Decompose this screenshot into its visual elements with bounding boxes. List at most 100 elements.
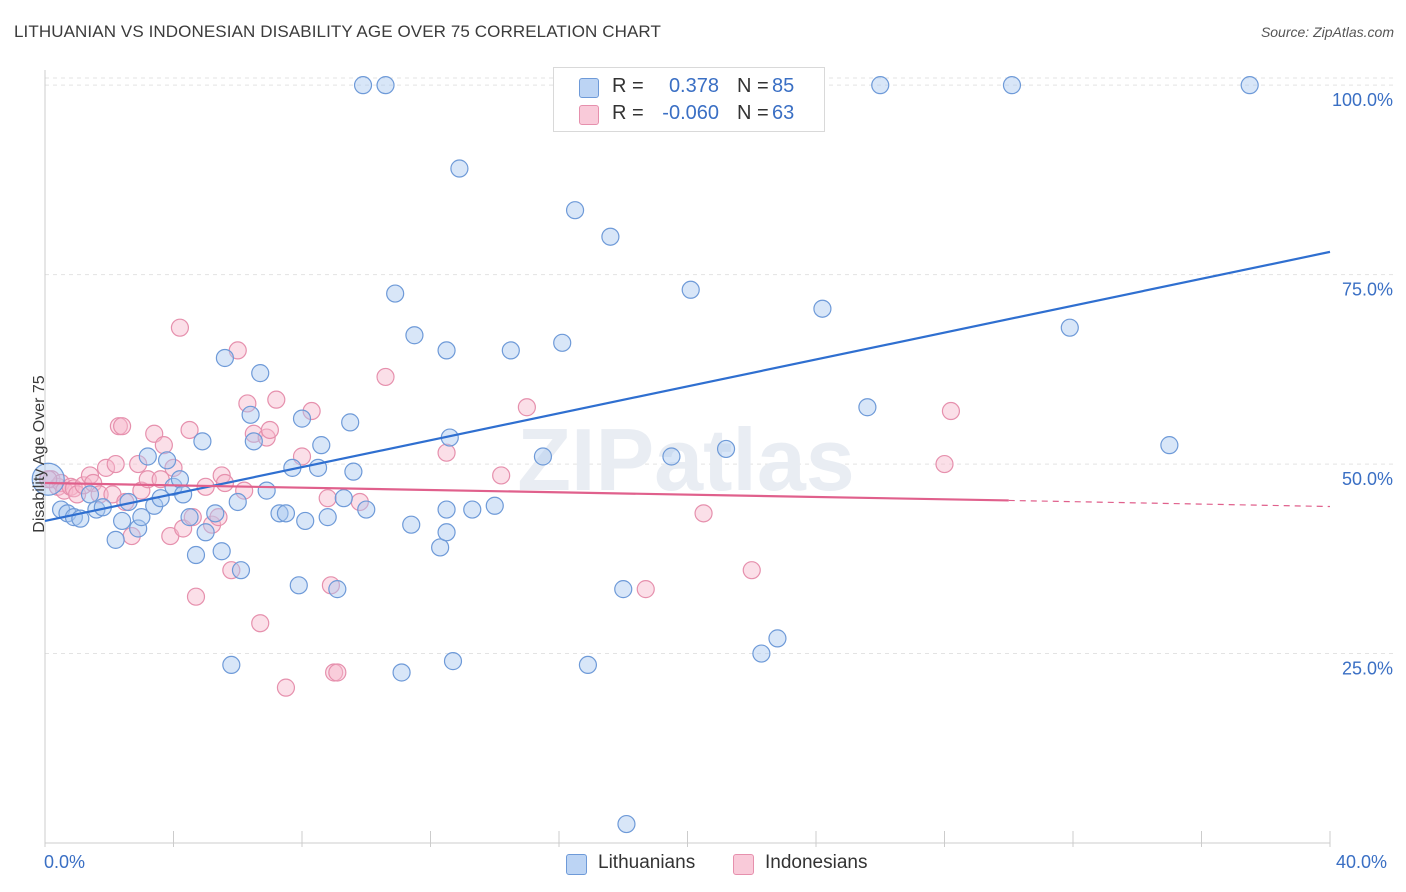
axes (44, 70, 1331, 847)
lithuanians-point (196, 523, 215, 542)
lithuanians-point (463, 500, 482, 519)
lithuanians-point (437, 341, 456, 360)
indonesians-point (302, 401, 321, 421)
lithuanians-point (578, 655, 598, 675)
indonesians-point (935, 454, 954, 474)
legend-row-indonesians: R = -0.060 N = 63 (554, 101, 824, 127)
lithuanians-point (341, 413, 360, 432)
lithuanians-point (251, 364, 270, 383)
legend-n-label: N = (737, 75, 769, 97)
indonesians-point (267, 390, 286, 409)
lithuanians-point (376, 76, 395, 95)
indonesians-point (742, 561, 761, 580)
lithuanians-point (405, 326, 424, 345)
y-axis-label: Disability Age Over 75 (31, 375, 48, 533)
lithuanians-point (768, 629, 787, 648)
lithuanians-point (871, 76, 890, 95)
lithuanians-point (212, 542, 231, 561)
lithuanians-point (533, 447, 553, 466)
lithuanians-point (206, 504, 225, 523)
lithuanians-point (186, 545, 206, 565)
lithuanians-point (231, 561, 251, 580)
indonesians-point (112, 417, 132, 436)
y-tick-label: 100.0% (1332, 90, 1393, 110)
lithuanians-point (31, 462, 65, 496)
indonesians-point (276, 678, 296, 697)
indonesians-point (941, 401, 961, 421)
indonesians-trend-extension (1008, 499, 1331, 508)
y-tick-label: 75.0% (1342, 280, 1393, 300)
indonesians-point (129, 454, 148, 474)
legend-r-value: -0.060 (662, 102, 719, 124)
lithuanians-point (112, 511, 132, 531)
lithuanians-point (614, 580, 633, 599)
indonesians-point (170, 318, 190, 337)
bottom-legend-indonesians: Indonesians (733, 852, 893, 876)
indonesians-point (164, 458, 183, 477)
indonesians-point (106, 454, 125, 474)
lithuanians-point (174, 485, 193, 504)
y-tick-label: 50.0% (1342, 469, 1393, 489)
source-label: Source: ZipAtlas.com (1260, 24, 1394, 40)
lithuanians-point (257, 481, 276, 500)
indonesians-point (636, 580, 655, 599)
legend-r-value: 0.378 (668, 75, 719, 97)
lithuanians-point (386, 284, 405, 303)
lithuanians-point (553, 333, 572, 352)
lithuanians-point (215, 348, 234, 368)
lithuanians-point (402, 515, 421, 534)
lithuanians-point (289, 576, 308, 595)
indonesians-point (138, 470, 157, 489)
indonesians-point (132, 481, 151, 500)
lithuanians-points (31, 76, 1259, 834)
x-max-label: 40.0% (1336, 852, 1388, 872)
lithuanians-point (334, 489, 353, 508)
lithuanians-point (132, 508, 151, 527)
bottom-legend-swatch-lithuanians (566, 854, 587, 875)
legend-row-lithuanians: R = 0.378 N = 85 (554, 74, 824, 100)
legend-n-value: 63 (772, 102, 795, 124)
lithuanians-point (270, 504, 289, 523)
lithuanians-point (601, 227, 620, 246)
lithuanians-point (228, 492, 247, 512)
indonesians-trend-line (44, 481, 1009, 502)
indonesians-point (328, 663, 347, 682)
indonesians-point (222, 561, 241, 580)
lithuanians-point (129, 519, 148, 538)
lithuanians-point (318, 508, 337, 527)
x-min-label: 0.0% (44, 852, 86, 872)
indonesians-point (154, 436, 173, 455)
lithuanians-point (292, 409, 312, 428)
lithuanians-point (357, 500, 376, 519)
lithuanians-point (241, 405, 260, 424)
y-tick-labels: 25.0% 50.0% 75.0% 100.0% (1332, 90, 1393, 678)
lithuanians-point (157, 451, 177, 470)
lithuanians-point (392, 663, 411, 682)
lithuanians-point (662, 447, 681, 466)
lithuanians-point (80, 485, 100, 504)
lithuanians-point (296, 511, 315, 531)
bottom-legend-swatch-indonesians (733, 854, 754, 875)
indonesians-point (202, 515, 222, 534)
legend-r-label: R = (612, 102, 644, 124)
lithuanians-point (565, 201, 585, 220)
lithuanians-point (170, 470, 190, 489)
lithuanians-point (1240, 76, 1259, 95)
lithuanians-point (180, 508, 199, 527)
lithuanians-point (1002, 76, 1022, 95)
trend-lines (44, 250, 1331, 522)
lithuanians-point (858, 398, 877, 417)
indonesians-point (180, 420, 199, 440)
lithuanians-point (681, 280, 700, 299)
indonesians-point (492, 466, 511, 485)
lithuanians-point (312, 436, 331, 455)
bottom-legend-label-indonesians: Indonesians (765, 852, 868, 873)
indonesians-point (437, 443, 456, 462)
legend-swatch-lithuanians (579, 78, 599, 98)
lithuanians-point (450, 159, 469, 178)
lithuanians-point (244, 432, 263, 451)
lithuanians-point (344, 462, 363, 481)
lithuanians-point (1160, 436, 1179, 455)
legend-swatch-indonesians (579, 105, 599, 125)
